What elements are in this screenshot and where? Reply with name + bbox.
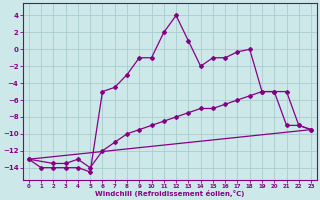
X-axis label: Windchill (Refroidissement éolien,°C): Windchill (Refroidissement éolien,°C) [95,190,245,197]
